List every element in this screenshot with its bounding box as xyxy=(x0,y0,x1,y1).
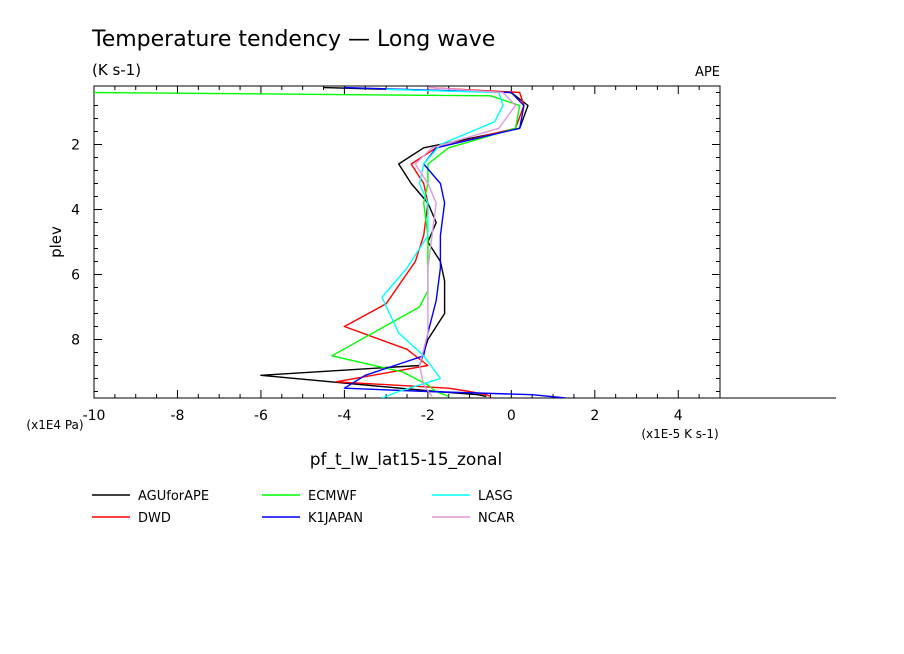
chart-title: Temperature tendency — Long wave xyxy=(91,27,495,52)
x-tick-label: -10 xyxy=(83,408,106,424)
legend-label: DWD xyxy=(138,511,171,526)
series-line-aguforape xyxy=(260,86,529,398)
x-tick-label: -8 xyxy=(170,408,184,424)
x-unit-label: (x1E-5 K s-1) xyxy=(641,427,718,441)
x-tick-label: -6 xyxy=(254,408,268,424)
x-tick-label: 4 xyxy=(674,408,683,424)
chart-tag: APE xyxy=(695,65,720,80)
series-line-k1japan xyxy=(343,86,566,398)
x-tick-label: 2 xyxy=(590,408,599,424)
legend: AGUforAPE DWD ECMWF K1JAPAN LASG NCAR xyxy=(92,489,515,526)
series-lines xyxy=(93,86,566,398)
y-tick-label: 8 xyxy=(71,333,80,349)
y-unit-label: (x1E4 Pa) xyxy=(26,418,83,432)
legend-label: NCAR xyxy=(478,511,515,526)
y-tick-label: 4 xyxy=(71,203,80,219)
plot-frame xyxy=(93,85,721,399)
x-tick-label: -2 xyxy=(421,408,435,424)
chart-subtitle: (K s-1) xyxy=(92,61,141,79)
legend-label: LASG xyxy=(478,489,513,504)
axes: -10 -8 -6 -4 -2 0 2 4 2 4 6 8 xyxy=(71,85,836,424)
y-axis-title: plev xyxy=(47,226,65,258)
legend-label: ECMWF xyxy=(308,489,357,504)
x-axis-title: pf_t_lw_lat15-15_zonal xyxy=(310,450,503,470)
x-tick-label: -4 xyxy=(337,408,351,424)
series-line-ncar xyxy=(414,86,517,397)
y-tick-label: 6 xyxy=(71,268,80,284)
legend-label: AGUforAPE xyxy=(138,489,209,504)
x-tick-label: 0 xyxy=(507,408,516,424)
y-tick-label: 2 xyxy=(71,138,80,154)
series-line-lasg xyxy=(381,88,504,398)
legend-label: K1JAPAN xyxy=(308,511,363,526)
